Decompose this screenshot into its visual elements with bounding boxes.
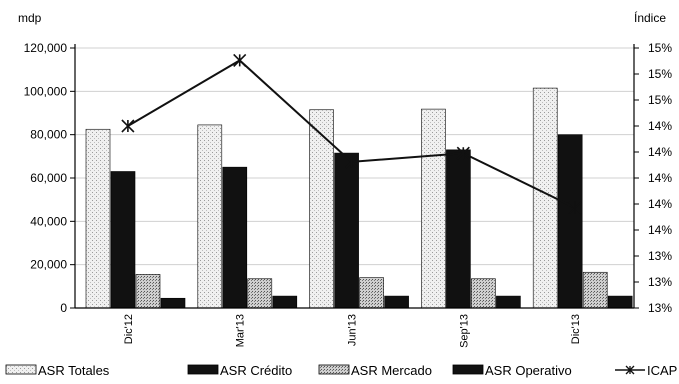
x-tick-label: Dic'12 [123, 314, 135, 344]
bar-asr-cr-dito [222, 166, 248, 309]
x-tick-label: Mar'13 [235, 314, 247, 347]
legend-label: ASR Totales [38, 363, 110, 378]
bar-asr-operativo [384, 295, 409, 309]
icap-line [121, 53, 582, 215]
y-left-label: mdp [18, 11, 42, 25]
legend-swatch [452, 364, 484, 375]
legend-item: ASR Totales [5, 363, 110, 378]
legend-label: ICAP [647, 363, 677, 378]
y-left-tick-label: 120,000 [24, 41, 68, 55]
bar-asr-operativo [607, 295, 633, 309]
y-right-tick-label: 14% [648, 119, 672, 133]
icap-marker [568, 201, 582, 215]
legend-label: ASR Crédito [220, 363, 292, 378]
legend: ASR Totales ASR Crédito ASR Mercado ASR Ope… [5, 363, 677, 378]
x-tick-label: Dic'13 [570, 314, 582, 344]
legend-label: ASR Operativo [485, 363, 572, 378]
y-right-tick-label: 14% [648, 223, 672, 237]
y-left-tick-label: 100,000 [24, 84, 68, 98]
y-right-label: Índice [634, 10, 666, 25]
legend-swatch [187, 364, 219, 375]
bar-asr-cr-dito [557, 134, 583, 309]
bar-asr-operativo [160, 297, 186, 309]
bar-asr-mercado [247, 278, 273, 309]
legend-swatch [5, 364, 37, 375]
x-tick-label: Jun'13 [347, 314, 359, 346]
y-right-tick-label: 14% [648, 145, 672, 159]
y-left-tick-label: 80,000 [30, 128, 67, 142]
bar-asr-totales [197, 124, 223, 309]
legend-item-icap: ICAP [615, 363, 677, 378]
bar-asr-operativo [272, 295, 298, 309]
y-right-tick-label: 13% [648, 301, 672, 315]
y-right-tick-label: 14% [648, 171, 672, 185]
x-ticks: Dic'12 Mar'13 Jun'13 Sep'13 Dic'13 [123, 314, 582, 348]
y-right-tick-label: 14% [648, 197, 672, 211]
axes [74, 44, 635, 309]
icap-marker [456, 146, 470, 160]
bar-asr-cr-dito [110, 171, 136, 309]
y-left-tick-label: 40,000 [30, 214, 67, 228]
y-left-tick-label: 20,000 [30, 258, 67, 272]
bar-asr-mercado [582, 271, 608, 309]
bar-asr-totales [421, 108, 446, 309]
bar-asr-mercado [135, 274, 161, 309]
bar-asr-cr-dito [446, 149, 471, 309]
y-right-tick-label: 13% [648, 249, 672, 263]
y-right-ticks: 13% 13% 13% 14% 14% 14% 14% 14% 15% 15% 15% [634, 41, 672, 315]
legend-item: ASR Crédito [187, 363, 292, 378]
legend-item: ASR Mercado [318, 363, 432, 378]
bars [85, 87, 633, 309]
bar-asr-mercado [471, 278, 496, 309]
y-right-tick-label: 15% [648, 41, 672, 55]
legend-label: ASR Mercado [351, 363, 432, 378]
y-left-tick-label: 60,000 [30, 171, 67, 185]
y-right-tick-label: 13% [648, 275, 672, 289]
y-right-tick-label: 15% [648, 93, 672, 107]
icap-marker [233, 53, 247, 67]
bar-asr-cr-dito [334, 152, 359, 309]
icap-marker [121, 119, 135, 133]
y-left-tick-label: 0 [60, 301, 67, 315]
bar-asr-mercado [359, 277, 384, 309]
legend-item: ASR Operativo [452, 363, 572, 378]
bar-asr-operativo [496, 295, 521, 309]
icap-marker [344, 155, 359, 169]
legend-swatch [318, 364, 350, 375]
x-tick-label: Sep'13 [458, 314, 470, 348]
bar-asr-totales [85, 128, 111, 309]
y-left-ticks: 0 20,000 40,000 60,000 80,000 100,000 120,000 [24, 41, 75, 315]
y-right-tick-label: 15% [648, 67, 672, 81]
bar-asr-totales [309, 109, 334, 309]
